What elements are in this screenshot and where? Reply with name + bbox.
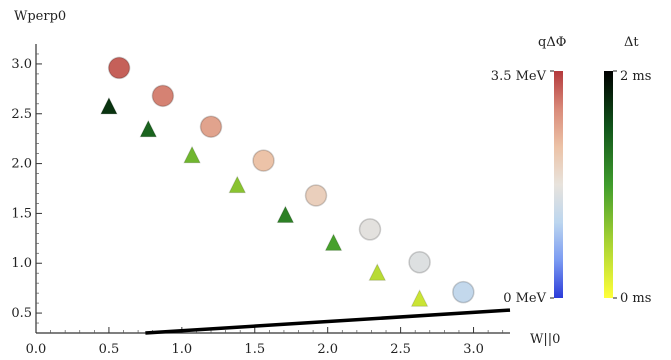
legend-t-title: Δt bbox=[624, 35, 639, 50]
x-tick-label-6: 3.0 bbox=[463, 342, 484, 357]
circle-point bbox=[151, 84, 175, 108]
triangle-point bbox=[368, 263, 387, 281]
threshold-line bbox=[145, 308, 511, 335]
y-axis-label: Wperp0 bbox=[14, 9, 66, 24]
x-tick-label-0: 0.0 bbox=[26, 342, 47, 357]
x-tick-label-2: 1.0 bbox=[172, 342, 193, 357]
circle-point bbox=[358, 218, 382, 241]
legend-q-delta-phi: qΔΦ 3.5 MeV 0 MeV bbox=[491, 35, 567, 306]
triangle-point bbox=[324, 233, 343, 251]
points-layer bbox=[100, 56, 475, 307]
triangle-point bbox=[410, 289, 429, 307]
legend-t-min-label: 0 ms bbox=[620, 291, 651, 306]
legend-t-max-label: 2 ms bbox=[620, 69, 651, 84]
y-tick-label-5: 3.0 bbox=[11, 57, 32, 72]
triangle-point bbox=[276, 205, 295, 223]
triangle-point bbox=[100, 96, 118, 115]
triangle-point bbox=[183, 145, 201, 164]
circle-point bbox=[252, 149, 275, 172]
y-tick-label-1: 1.0 bbox=[11, 256, 32, 271]
y-tick-label-3: 2.0 bbox=[11, 157, 32, 172]
legend-q-min-label: 0 MeV bbox=[503, 291, 546, 306]
axes: Wperp0 W||0 bbox=[14, 9, 560, 347]
circle-point bbox=[408, 250, 431, 274]
triangle-point bbox=[139, 119, 158, 138]
triangle-point bbox=[228, 175, 247, 194]
circle-point bbox=[199, 115, 223, 138]
line-layer bbox=[145, 308, 511, 335]
legend-q-max-label: 3.5 MeV bbox=[491, 69, 547, 84]
legend-delta-t: Δt 2 ms 0 ms bbox=[604, 35, 651, 306]
legend-q-colorbar bbox=[554, 71, 563, 298]
x-axis-label: W||0 bbox=[530, 332, 560, 347]
ticks: 0.0 0.5 1.0 1.5 2.0 2.5 3.0 0.5 1.0 1.5 2.0 2.5 3.0 bbox=[11, 53, 504, 357]
x-tick-label-4: 2.0 bbox=[317, 342, 338, 357]
y-tick-label-2: 1.5 bbox=[11, 206, 32, 221]
circle-point bbox=[107, 56, 131, 80]
circle-point bbox=[452, 280, 475, 304]
x-tick-label-5: 2.5 bbox=[390, 342, 411, 357]
legend-q-title: qΔΦ bbox=[538, 35, 566, 50]
x-tick-label-1: 0.5 bbox=[99, 342, 120, 357]
circle-point bbox=[304, 184, 328, 207]
y-tick-label-0: 0.5 bbox=[11, 306, 32, 321]
y-tick-label-4: 2.5 bbox=[11, 107, 32, 122]
legend-t-colorbar bbox=[604, 71, 613, 298]
x-tick-label-3: 1.5 bbox=[244, 342, 265, 357]
